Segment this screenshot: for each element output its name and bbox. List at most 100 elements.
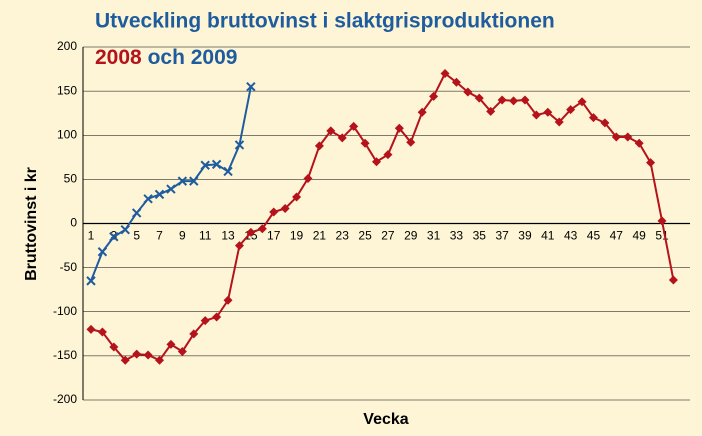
x-tick-label: 5 xyxy=(133,229,140,243)
point xyxy=(406,137,416,147)
x-tick-label: 23 xyxy=(336,229,350,243)
x-tick-label: 7 xyxy=(156,229,163,243)
x-tick-label: 19 xyxy=(290,229,304,243)
legend-joiner: och xyxy=(148,46,185,69)
x-tick-label: 1 xyxy=(88,229,95,243)
x-tick-label: 43 xyxy=(564,229,578,243)
point xyxy=(109,232,119,242)
point xyxy=(360,138,370,148)
point xyxy=(372,157,381,167)
y-tick-label: -150 xyxy=(53,348,77,362)
x-tick-label: 31 xyxy=(427,229,441,243)
point xyxy=(657,216,667,226)
point xyxy=(166,339,176,349)
y-axis-label: Bruttovinst i kr xyxy=(23,167,40,281)
point xyxy=(246,227,256,237)
x-tick-label: 45 xyxy=(587,229,601,243)
x-tick-label: 9 xyxy=(179,229,186,243)
point xyxy=(588,113,598,123)
y-tick-label: 0 xyxy=(70,216,77,230)
x-tick-label: 21 xyxy=(313,229,327,243)
x-tick-label: 47 xyxy=(610,229,624,243)
legend-entry: 2009 xyxy=(191,46,238,69)
point xyxy=(234,140,245,150)
x-tick-label: 33 xyxy=(450,229,464,243)
point xyxy=(634,138,644,148)
chart-title: Utveckling bruttovinst i slaktgrisproduk… xyxy=(95,10,555,33)
x-tick-label: 41 xyxy=(541,229,555,243)
point xyxy=(623,132,633,142)
x-tick-label: 13 xyxy=(221,229,235,243)
point xyxy=(223,295,233,305)
legend-entry: 2008 xyxy=(95,46,142,69)
point xyxy=(440,68,450,78)
x-tick-label: 35 xyxy=(473,229,487,243)
point xyxy=(554,117,564,127)
point xyxy=(97,327,107,337)
point xyxy=(577,97,587,107)
y-tick-label: 200 xyxy=(57,39,77,53)
x-tick-label: 29 xyxy=(404,229,418,243)
x-tick-label: 37 xyxy=(495,229,509,243)
point xyxy=(177,176,188,186)
point xyxy=(166,184,176,194)
point xyxy=(177,346,187,356)
point xyxy=(497,95,507,105)
point xyxy=(531,110,541,120)
x-axis-label: Vecka xyxy=(363,411,408,428)
point xyxy=(154,189,165,200)
point xyxy=(509,96,519,106)
x-tick-label: 27 xyxy=(381,229,395,243)
x-tick-label: 39 xyxy=(518,229,532,243)
point xyxy=(212,312,222,322)
point xyxy=(611,132,621,142)
y-tick-label: 50 xyxy=(64,172,78,186)
point xyxy=(132,349,142,359)
point xyxy=(303,173,313,183)
point xyxy=(326,126,336,136)
series-line xyxy=(90,71,675,362)
point xyxy=(383,150,393,160)
point xyxy=(451,77,461,87)
point xyxy=(417,107,427,117)
x-tick-label: 25 xyxy=(358,229,372,243)
point xyxy=(200,316,210,326)
point xyxy=(520,95,530,105)
point xyxy=(109,342,119,352)
y-tick-label: 150 xyxy=(57,83,77,97)
point xyxy=(143,350,153,360)
point xyxy=(211,159,222,170)
point xyxy=(474,93,484,103)
point xyxy=(189,329,199,339)
point xyxy=(234,241,244,251)
point xyxy=(566,105,576,115)
point xyxy=(668,275,678,285)
point xyxy=(257,224,267,234)
point xyxy=(200,160,210,170)
point xyxy=(86,324,96,334)
x-tick-label: 17 xyxy=(267,229,281,243)
y-tick-label: 100 xyxy=(57,127,77,141)
point xyxy=(337,133,347,143)
legend: 2008 och 2009 xyxy=(95,46,237,69)
point xyxy=(292,192,302,202)
y-tick-label: -100 xyxy=(53,304,77,318)
x-tick-label: 49 xyxy=(632,229,646,243)
x-tick-label: 11 xyxy=(199,229,212,243)
point xyxy=(155,355,165,365)
point xyxy=(543,107,553,117)
point xyxy=(246,82,256,92)
y-tick-label: -200 xyxy=(53,392,77,406)
point xyxy=(143,194,153,204)
point xyxy=(600,118,610,128)
x-tick-label: 51 xyxy=(655,229,669,243)
point xyxy=(314,141,324,151)
point xyxy=(429,91,439,101)
point xyxy=(486,106,496,116)
point xyxy=(131,208,142,218)
point xyxy=(97,247,108,257)
point xyxy=(120,355,130,365)
point xyxy=(120,224,130,235)
point xyxy=(269,207,279,217)
